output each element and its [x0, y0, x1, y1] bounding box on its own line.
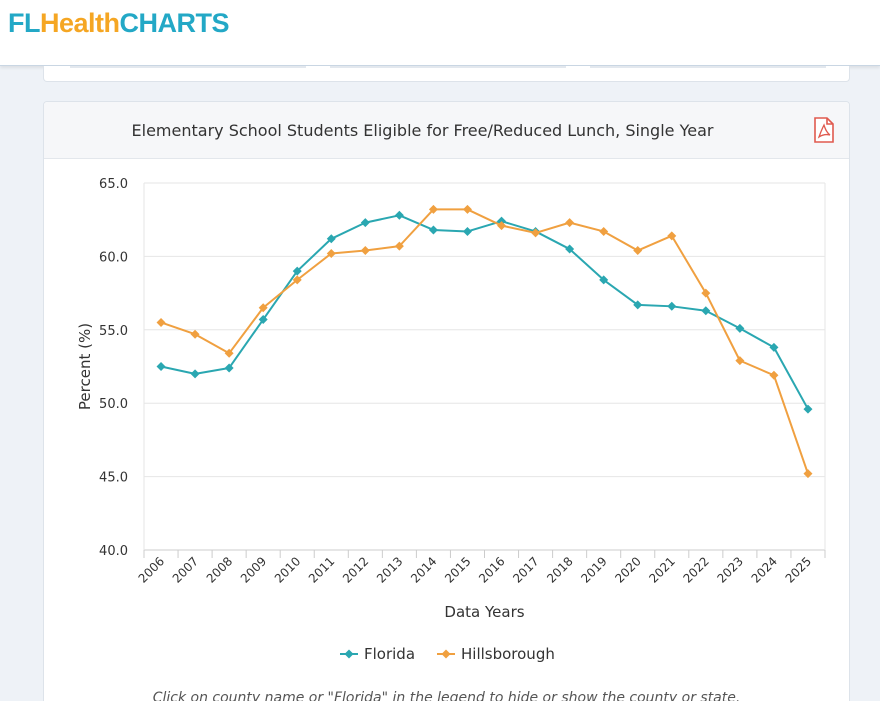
data-point-hillsborough	[599, 226, 609, 236]
x-tick-label: 2016	[476, 554, 507, 585]
data-point-florida	[292, 266, 302, 276]
flhealthcharts-logo[interactable]: FLHealthCHARTS	[8, 8, 230, 39]
previous-card-bottom	[43, 66, 850, 82]
data-point-hillsborough	[497, 221, 507, 231]
data-point-hillsborough	[701, 288, 711, 298]
data-point-hillsborough	[292, 275, 302, 285]
y-tick-label: 45.0	[99, 471, 128, 486]
data-point-hillsborough	[428, 204, 438, 214]
x-tick-label: 2022	[680, 554, 711, 585]
x-tick-label: 2017	[510, 554, 541, 585]
data-point-hillsborough	[224, 348, 234, 358]
data-point-hillsborough	[803, 469, 813, 479]
series-line-hillsborough	[160, 208, 809, 474]
legend-hint: Click on county name or "Florida" in the…	[152, 690, 741, 701]
pdf-icon[interactable]	[812, 117, 836, 143]
data-point-hillsborough	[156, 317, 166, 327]
logo-part-fl: FL	[8, 8, 41, 38]
x-tick-label: 2007	[170, 554, 201, 585]
data-point-florida	[803, 404, 813, 414]
x-tick-label: 2015	[442, 554, 473, 585]
data-point-florida	[462, 226, 472, 236]
x-tick-label: 2024	[749, 554, 780, 585]
y-tick-label: 50.0	[99, 397, 128, 412]
x-tick-label: 2020	[612, 554, 643, 585]
data-point-florida	[258, 315, 268, 325]
data-point-hillsborough	[258, 303, 268, 313]
x-tick-label: 2011	[306, 554, 337, 585]
x-tick-label: 2006	[136, 554, 167, 585]
data-point-hillsborough	[769, 370, 779, 380]
legend-marker-hillsborough	[441, 649, 451, 659]
data-point-florida	[224, 363, 234, 373]
top-bar: FLHealthCHARTS	[0, 0, 880, 66]
data-point-florida	[360, 218, 370, 228]
data-point-florida	[428, 225, 438, 235]
chart-card: Elementary School Students Eligible for …	[43, 101, 850, 701]
y-axis-title: Percent (%)	[76, 323, 94, 410]
data-point-florida	[735, 323, 745, 333]
legend-label-hillsborough: Hillsborough	[461, 645, 555, 663]
y-tick-label: 65.0	[99, 177, 128, 192]
data-point-hillsborough	[633, 246, 643, 256]
logo-part-health: Health	[40, 8, 120, 38]
x-tick-label: 2013	[374, 554, 405, 585]
x-tick-label: 2010	[272, 554, 303, 585]
data-point-florida	[565, 244, 575, 254]
data-point-hillsborough	[667, 231, 677, 241]
x-tick-label: 2019	[578, 554, 609, 585]
legend-label-florida: Florida	[364, 645, 415, 663]
data-point-florida	[599, 275, 609, 285]
divider	[70, 66, 306, 68]
data-point-hillsborough	[565, 218, 575, 228]
x-tick-label: 2009	[238, 554, 269, 585]
chart-title: Elementary School Students Eligible for …	[131, 121, 714, 140]
x-tick-label: 2021	[646, 554, 677, 585]
data-point-florida	[156, 362, 166, 371]
divider	[590, 66, 826, 68]
x-tick-label: 2025	[783, 554, 814, 585]
data-point-florida	[633, 300, 643, 310]
data-point-hillsborough	[394, 241, 404, 251]
y-tick-label: 40.0	[99, 544, 128, 559]
legend-marker-florida	[344, 649, 354, 659]
y-tick-label: 60.0	[99, 250, 128, 265]
data-point-hillsborough	[360, 246, 370, 256]
data-point-hillsborough	[190, 329, 200, 339]
data-point-florida	[667, 301, 677, 311]
legend-item-hillsborough[interactable]: Hillsborough	[437, 645, 555, 663]
x-tick-label: 2008	[204, 554, 235, 585]
data-point-hillsborough	[326, 248, 336, 258]
x-tick-label: 2014	[408, 554, 439, 585]
x-tick-label: 2012	[340, 554, 371, 585]
data-point-hillsborough	[531, 228, 541, 238]
x-axis-title: Data Years	[444, 603, 524, 621]
data-point-florida	[769, 342, 779, 352]
logo-part-charts: CHARTS	[119, 8, 230, 38]
legend-item-florida[interactable]: Florida	[340, 645, 415, 663]
data-point-hillsborough	[462, 204, 472, 214]
data-point-florida	[701, 306, 711, 316]
y-tick-label: 55.0	[99, 324, 128, 339]
card-header: Elementary School Students Eligible for …	[44, 102, 849, 159]
divider	[330, 66, 566, 68]
data-point-hillsborough	[735, 356, 745, 366]
data-point-florida	[394, 210, 404, 220]
x-tick-label: 2023	[714, 554, 745, 585]
data-point-florida	[190, 369, 200, 379]
data-point-florida	[326, 234, 336, 244]
x-tick-label: 2018	[544, 554, 575, 585]
series-line-florida	[160, 214, 809, 410]
